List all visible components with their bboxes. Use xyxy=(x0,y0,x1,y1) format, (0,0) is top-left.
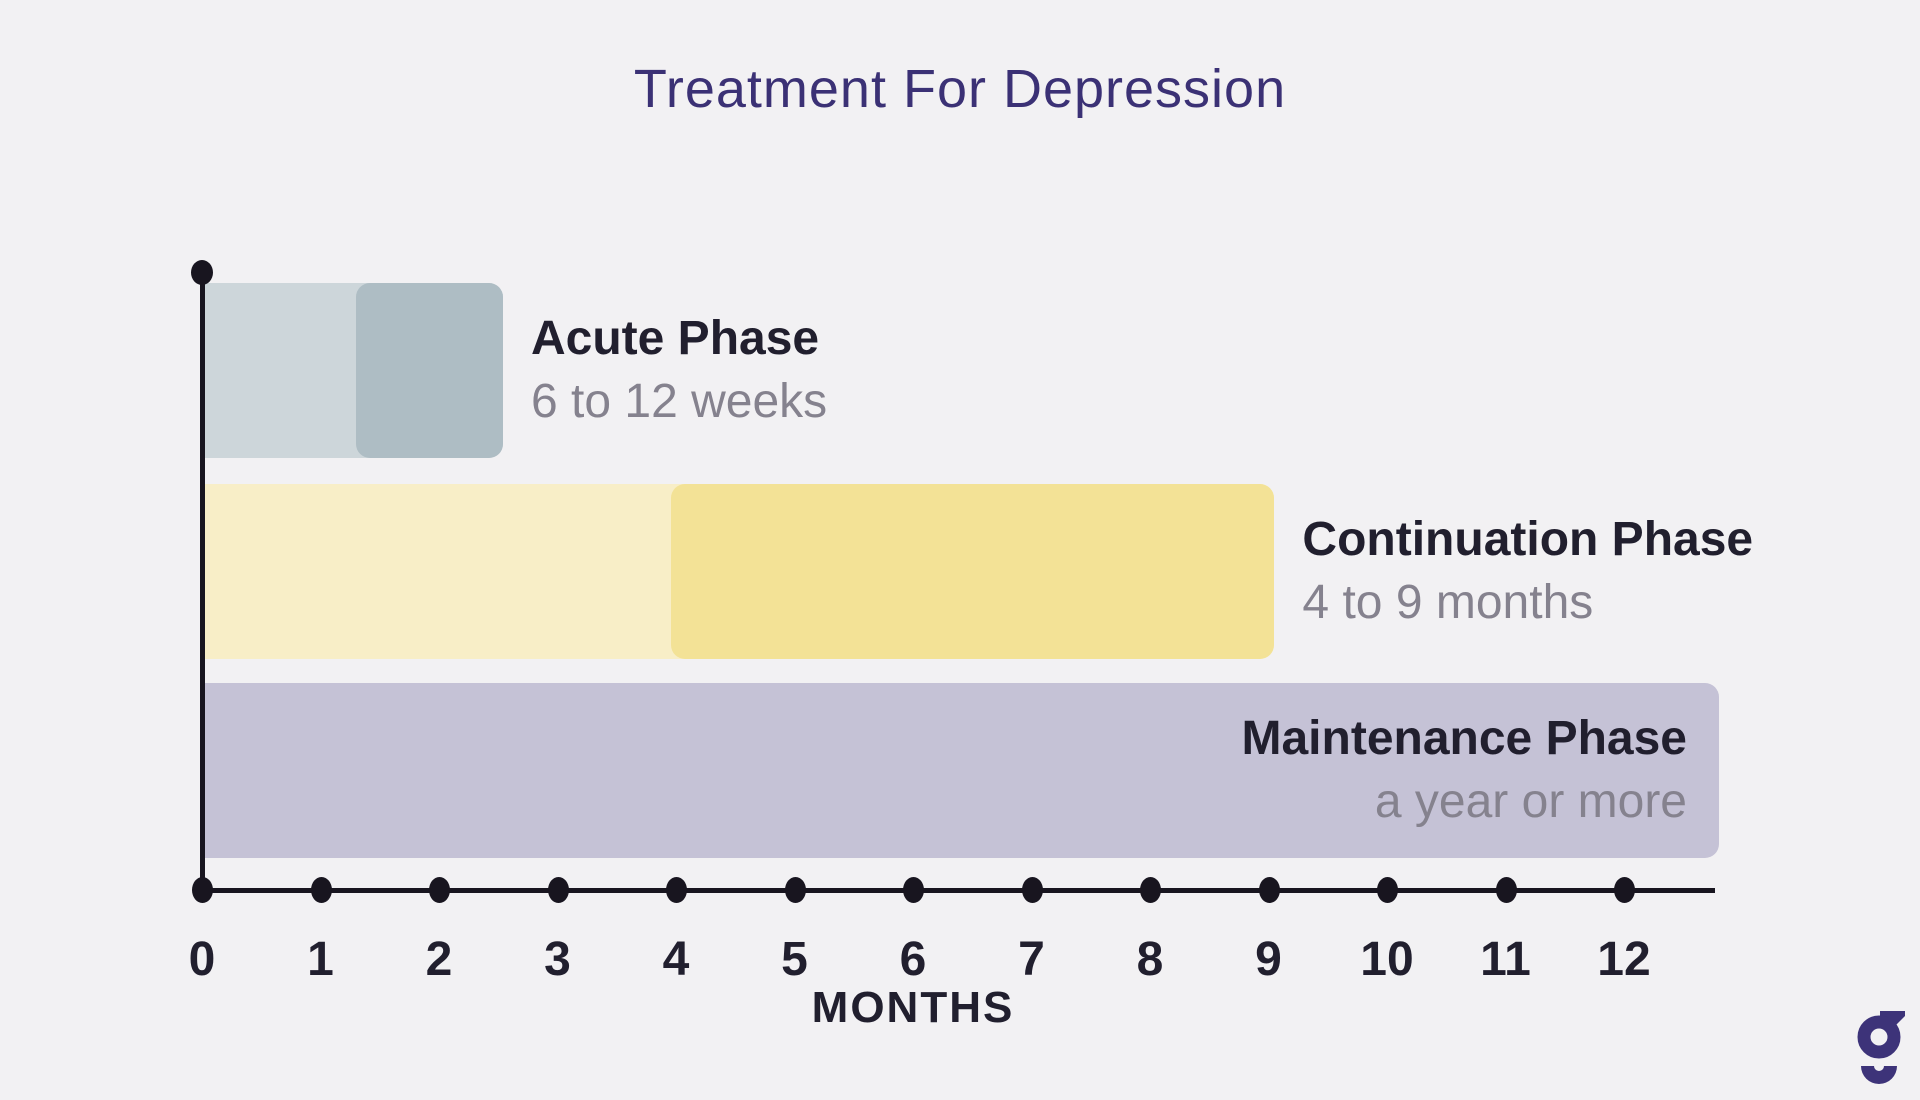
x-axis-line xyxy=(200,888,1715,893)
axis-tick-dot xyxy=(1258,877,1280,903)
phase-label: Acute Phase 6 to 12 weeks xyxy=(531,283,827,458)
axis-tick-dot xyxy=(192,877,213,903)
axis-tick-label: 7 xyxy=(1018,933,1045,986)
phase-duration-label: a year or more xyxy=(1374,774,1687,828)
axis-tick-label: 5 xyxy=(781,933,808,986)
axis-tick-dot xyxy=(666,877,687,903)
axis-tick-dot xyxy=(429,877,450,903)
axis-tick-dot xyxy=(1614,877,1635,903)
phase-duration-label: 6 to 12 weeks xyxy=(530,374,828,428)
axis-tick-dot xyxy=(547,877,569,903)
axis-tick-label: 2 xyxy=(425,933,453,986)
y-axis-line xyxy=(200,272,205,890)
axis-tick-dot xyxy=(1495,877,1517,903)
brand-logo xyxy=(1852,1008,1908,1084)
phase-duration-label: 4 to 9 months xyxy=(1302,575,1594,629)
phase-bar-highlight xyxy=(356,283,503,458)
chart-title: Treatment For Depression xyxy=(633,59,1287,119)
phase-name-label: Continuation Phase xyxy=(1302,513,1754,567)
phase-label: Continuation Phase 4 to 9 months xyxy=(1302,484,1753,659)
x-axis-title: MONTHS xyxy=(811,983,1015,1032)
phase-name-label: Acute Phase xyxy=(530,312,820,366)
axis-tick-dot xyxy=(903,877,924,903)
g-logo-icon xyxy=(1857,1011,1905,1084)
axis-tick-dot xyxy=(1021,877,1043,903)
axis-tick-dot xyxy=(1140,877,1161,903)
phase-bar xyxy=(202,683,1719,858)
axis-tick-label: 0 xyxy=(188,933,216,986)
axis-tick-dot xyxy=(310,877,332,903)
axis-tick-label: 1 xyxy=(307,933,334,986)
phase-bar-highlight xyxy=(671,484,1275,659)
phase-label: Maintenance Phase a year or more xyxy=(1242,683,1688,858)
axis-tick-label: 6 xyxy=(899,933,927,986)
axis-tick-label: 11 xyxy=(1480,933,1531,986)
phase-name-label: Maintenance Phase xyxy=(1241,712,1688,766)
axis-tick-label: 3 xyxy=(544,933,571,986)
axis-tick-label: 8 xyxy=(1136,933,1164,986)
axis-tick-label: 4 xyxy=(662,933,690,986)
axis-tick-label: 10 xyxy=(1360,933,1414,986)
y-axis-origin-dot xyxy=(191,260,213,285)
axis-tick-dot xyxy=(784,877,806,903)
axis-tick-dot xyxy=(1377,877,1398,903)
axis-tick-label: 12 xyxy=(1597,933,1651,986)
axis-tick-label: 9 xyxy=(1255,933,1282,986)
